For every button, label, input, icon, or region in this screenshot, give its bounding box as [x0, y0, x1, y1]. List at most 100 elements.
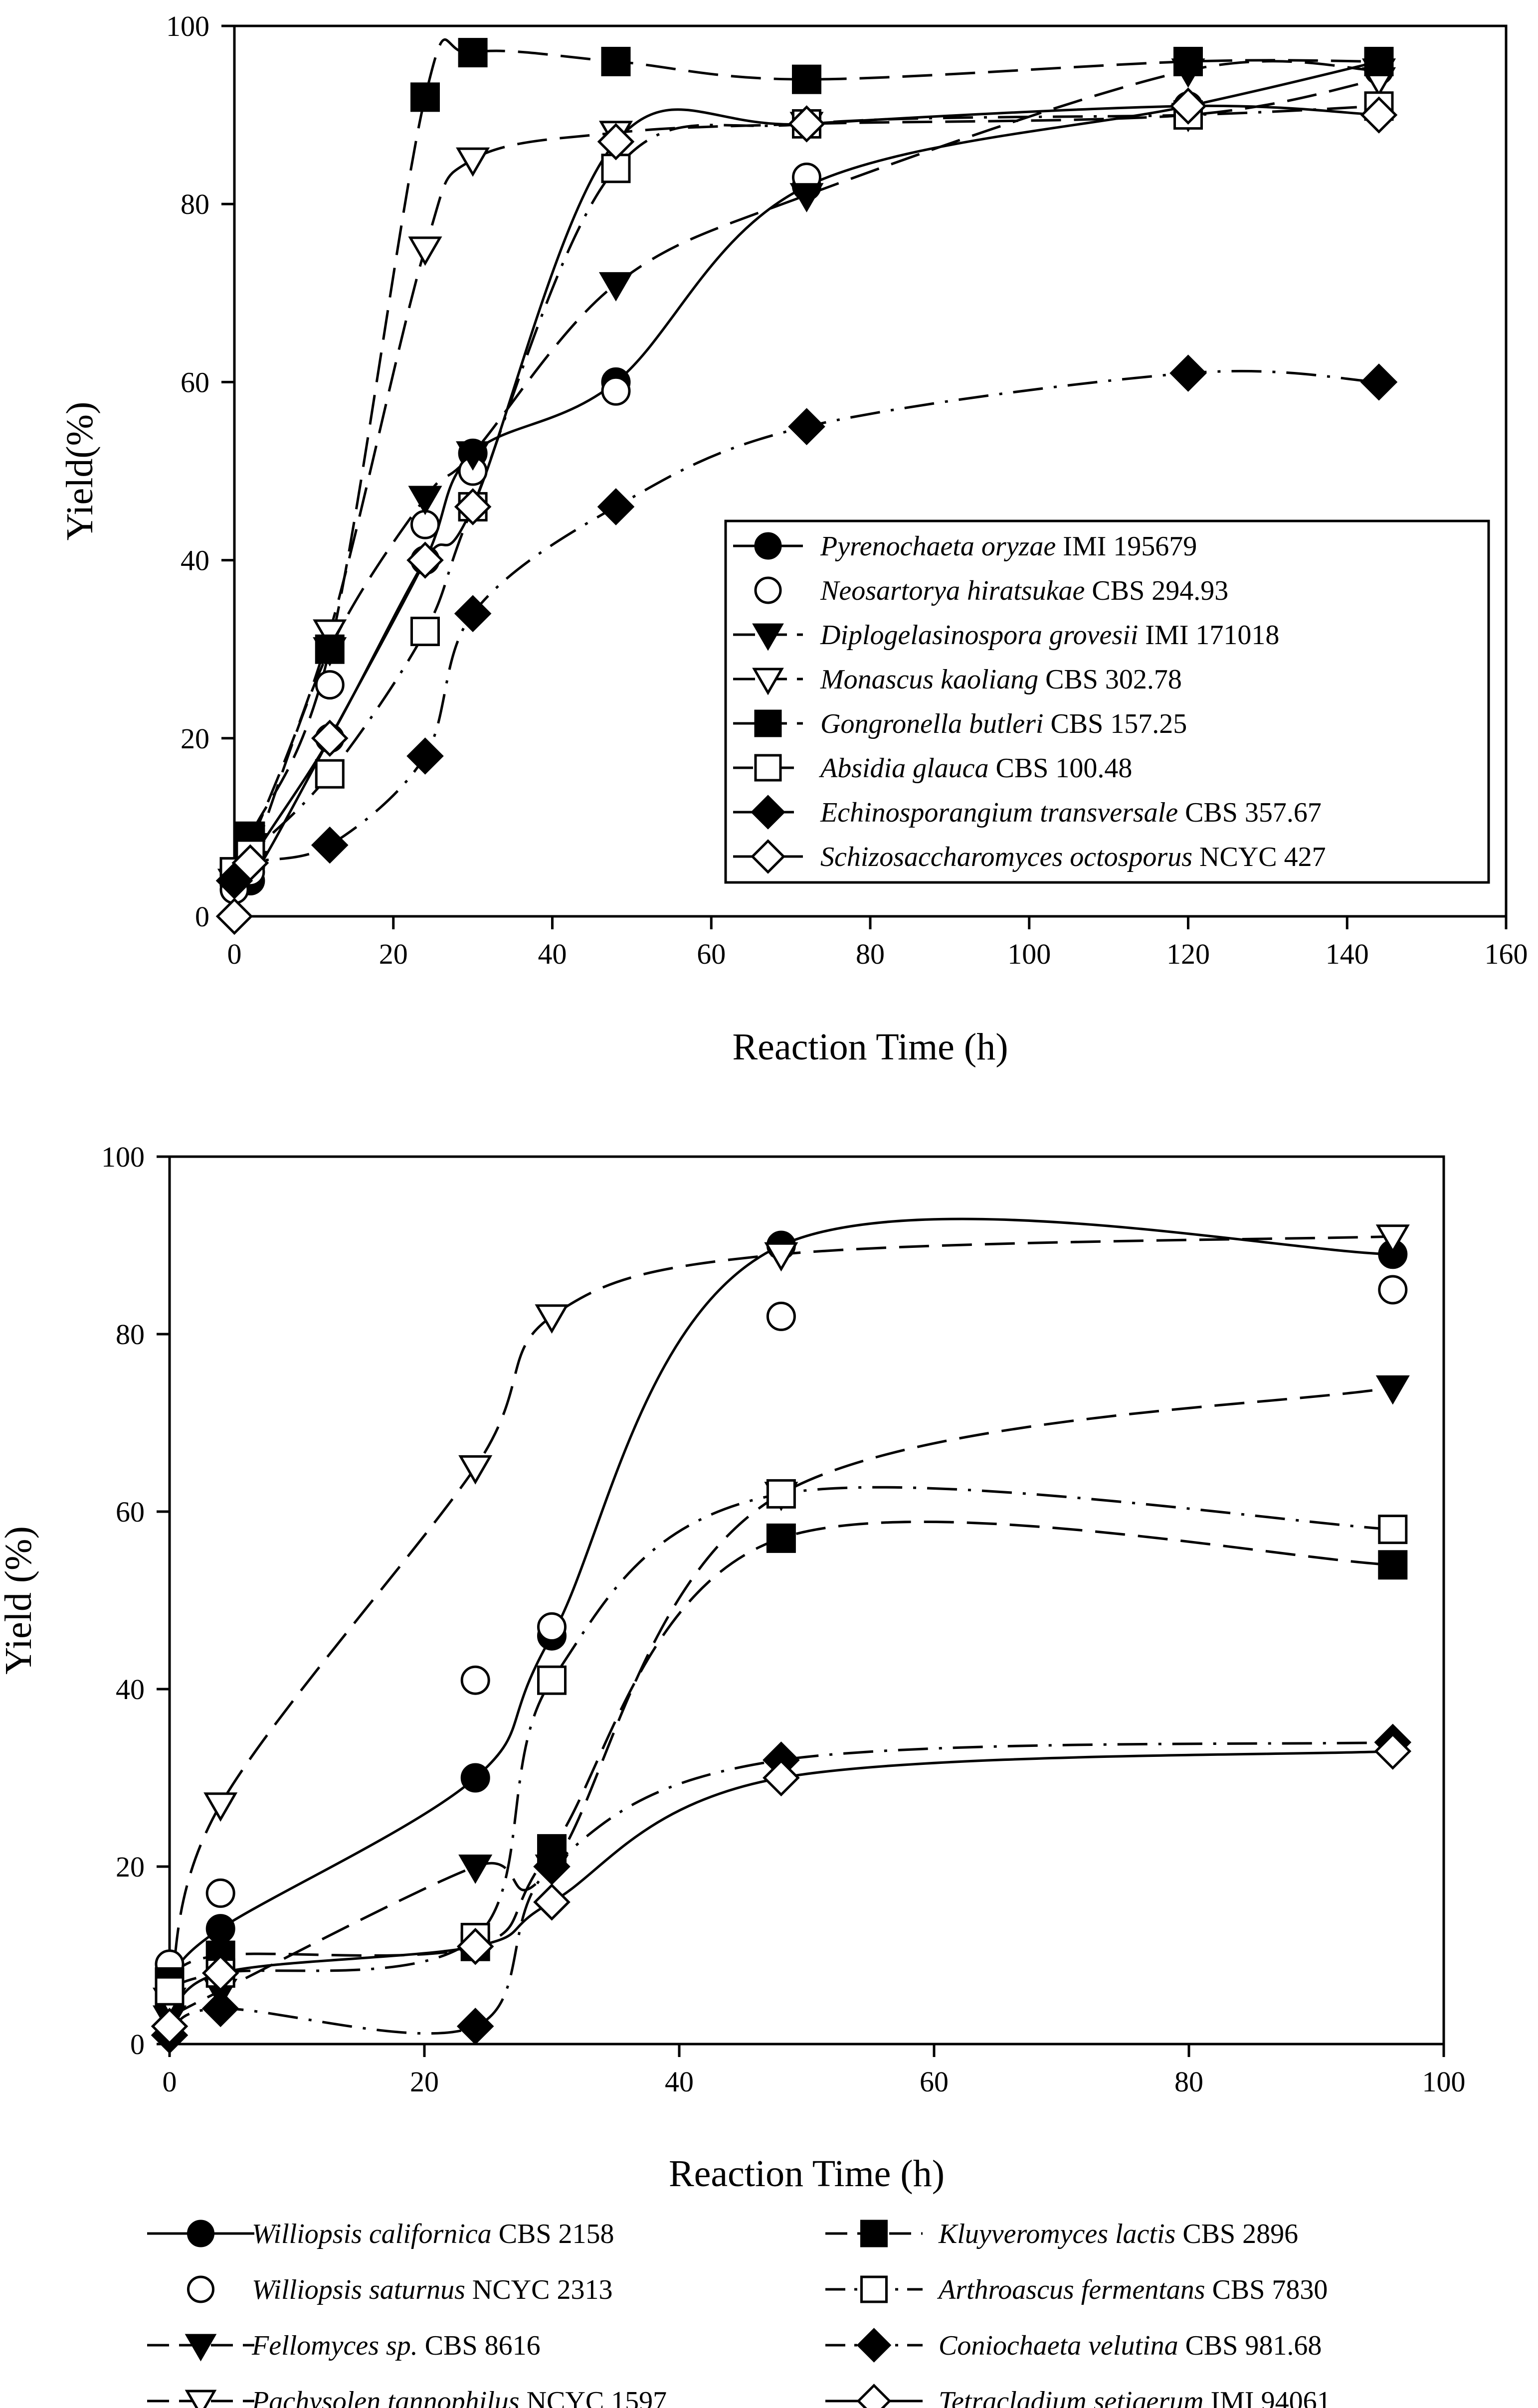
data-point-schizosaccharomyces-octosporus	[231, 844, 269, 882]
series-line-diplogelasinospora-grovesii	[233, 60, 1379, 886]
data-point-fellomyces-sp	[458, 1854, 493, 1884]
x-tick-label: 40	[538, 938, 567, 970]
y-axis-title: Yield (%)	[0, 1526, 39, 1675]
y-tick-label: 20	[181, 722, 209, 755]
x-tick-label: 60	[697, 938, 726, 970]
data-point-arthroascus-fermentans	[1378, 1515, 1408, 1545]
legend-strain-id: CBS 100.48	[989, 753, 1133, 784]
data-point-tetracladium-setigerum	[151, 2008, 189, 2045]
data-point-echinosporangium-transversale	[597, 488, 635, 525]
data-point-arthroascus-fermentans	[766, 1479, 796, 1509]
y-tick-label: 40	[181, 544, 209, 577]
data-point-tetracladium-setigerum	[1374, 1732, 1412, 1770]
y-tick-label: 80	[116, 1318, 145, 1351]
data-point-kluyveromyces-lactis	[1378, 1550, 1408, 1580]
y-tick-label: 0	[195, 900, 209, 933]
legend-marker-gongronella-butleri	[754, 709, 782, 737]
legend-species: Tetracladium setigerum	[939, 2386, 1203, 2408]
data-point-schizosaccharomyces-octosporus	[311, 719, 349, 757]
legend-label-monascus-kaoliang: Monascus kaoliang CBS 302.78	[820, 664, 1182, 695]
x-tick-label: 80	[856, 938, 885, 970]
data-point-williopsis-saturnus	[766, 1301, 796, 1331]
data-point-kluyveromyces-lactis	[766, 1523, 796, 1553]
data-point-echinosporangium-transversale	[1360, 363, 1398, 401]
legend-species: Fellomyces sp.	[251, 2330, 418, 2361]
data-point-diplogelasinospora-grovesii	[456, 441, 490, 471]
data-point-gongronella-butleri	[601, 46, 631, 76]
legend-marker-monascus-kaoliang	[752, 668, 784, 695]
data-point-coniochaeta-velutina	[533, 1848, 571, 1886]
data-point-pachysolen-tannophilus	[535, 1304, 569, 1334]
legend-label-pyrenochaeta-oryzae: Pyrenochaeta oryzae IMI 195679	[820, 531, 1197, 562]
bottom-chart: 0 20 40 60 80 100 0 20 40 60 80 100 Reaction Time (h…	[0, 1141, 1466, 2408]
legend-strain-id: CBS 8616	[418, 2330, 541, 2361]
x-tick-label: 60	[920, 2065, 949, 2098]
data-point-williopsis-californica	[205, 1914, 235, 1944]
data-point-williopsis-saturnus	[460, 1665, 490, 1695]
y-tick-label: 60	[181, 366, 209, 398]
data-point-gongronella-butleri	[458, 38, 488, 68]
legend-strain-id: CBS 7830	[1205, 2274, 1328, 2305]
data-point-diplogelasinospora-grovesii	[598, 272, 633, 302]
data-point-tetracladium-setigerum	[456, 1927, 494, 1965]
data-point-arthroascus-fermentans	[155, 1976, 185, 2006]
legend-marker-tetracladium-setigerum	[856, 2384, 892, 2408]
series-lines	[168, 1217, 1393, 2037]
x-tick-label: 120	[1166, 938, 1210, 970]
x-tick-label: 100	[1007, 938, 1051, 970]
data-point-echinosporangium-transversale	[1169, 354, 1207, 392]
series-line-gongronella-butleri	[233, 38, 1379, 872]
legend-strain-id: CBS 302.78	[1038, 664, 1182, 695]
legend-label-arthroascus-fermentans: Arthroascus fermentans CBS 7830	[937, 2274, 1328, 2305]
data-point-williopsis-californica	[460, 1763, 490, 1793]
legend-species: Neosartorya hiratsukae	[820, 575, 1085, 606]
x-tick-label: 20	[410, 2065, 439, 2098]
data-point-absidia-glauca	[315, 759, 345, 789]
x-axis-title: Reaction Time (h)	[732, 1026, 1008, 1068]
data-point-pachysolen-tannophilus	[764, 1242, 798, 1272]
legend-label-williopsis-californica: Williopsis californica CBS 2158	[252, 2219, 614, 2249]
x-tick-label: 0	[227, 938, 242, 970]
legend-marker-williopsis-californica	[187, 2220, 214, 2247]
data-point-echinosporangium-transversale	[311, 826, 349, 864]
legend-label-absidia-glauca: Absidia glauca CBS 100.48	[818, 753, 1132, 784]
legend-species: Arthroascus fermentans	[937, 2274, 1205, 2305]
x-tick-label: 140	[1326, 938, 1369, 970]
data-point-coniochaeta-velutina	[456, 2008, 494, 2045]
legend-label-schizosaccharomyces-octosporus: Schizosaccharomyces octosporus NCYC 427	[820, 842, 1326, 872]
legend-label-gongronella-butleri: Gongronella butleri CBS 157.25	[820, 708, 1187, 739]
data-point-tetracladium-setigerum	[763, 1759, 800, 1797]
legend-species: Diplogelasinospora grovesii	[820, 620, 1138, 651]
legend-marker-pyrenochaeta-oryzae	[754, 532, 782, 560]
data-point-echinosporangium-transversale	[406, 737, 444, 775]
data-point-schizosaccharomyces-octosporus	[1169, 87, 1207, 125]
y-tick-label: 0	[130, 2028, 145, 2061]
legend-strain-id: NCYC 427	[1192, 842, 1326, 872]
data-point-williopsis-saturnus	[1378, 1275, 1408, 1305]
legend-strain-id: IMI 94061	[1203, 2386, 1331, 2408]
legend-marker-williopsis-saturnus	[187, 2275, 214, 2303]
x-tick-label: 80	[1174, 2065, 1203, 2098]
y-tick-label: 40	[116, 1673, 145, 1706]
y-tick-label: 60	[116, 1496, 145, 1528]
data-point-schizosaccharomyces-octosporus	[406, 541, 444, 579]
legend-strain-id: CBS 357.67	[1178, 797, 1322, 828]
x-tick-label: 40	[665, 2065, 694, 2098]
legend-marker-neosartorya-hiratsukae	[754, 576, 782, 604]
legend: Pyrenochaeta oryzae IMI 195679 Neosartory…	[724, 519, 1490, 884]
legend-marker-coniochaeta-velutina	[856, 2328, 892, 2363]
series-line-echinosporangium-transversale	[233, 369, 1379, 882]
data-point-neosartorya-hiratsukae	[315, 670, 345, 700]
data-point-monascus-kaoliang	[313, 619, 347, 649]
legend-marker-absidia-glauca	[754, 754, 782, 782]
data-point-gongronella-butleri	[410, 82, 440, 112]
data-point-gongronella-butleri	[1364, 46, 1394, 76]
data-point-gongronella-butleri	[792, 64, 821, 94]
data-point-pachysolen-tannophilus	[458, 1455, 493, 1485]
legend-strain-id: CBS 2158	[492, 2219, 614, 2249]
data-point-schizosaccharomyces-octosporus	[788, 105, 825, 143]
legend-marker-pachysolen-tannophilus	[185, 2390, 217, 2408]
legend-species: Pyrenochaeta oryzae	[820, 531, 1056, 562]
x-tick-label: 160	[1485, 938, 1528, 970]
